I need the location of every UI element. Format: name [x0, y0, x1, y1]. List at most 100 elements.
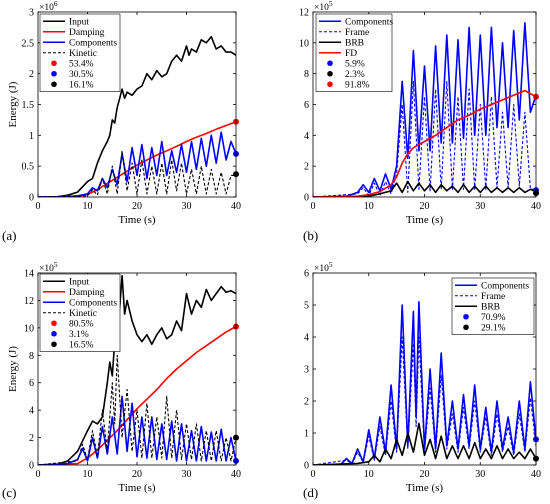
- y-exponent: ×105: [314, 260, 333, 274]
- x-tick-label: 10: [364, 469, 374, 480]
- legend-percent: 91.8%: [345, 81, 370, 91]
- legend-box: [39, 13, 121, 92]
- y-tick-label: 6: [29, 378, 34, 389]
- panel-1: 0 10 20 30 40 0 0.5 1 1.5 2 2.5 3 ×106 Time (s) Energy…: [2, 0, 241, 243]
- x-tick-label: 30: [182, 201, 192, 212]
- y-tick-label: 0: [304, 461, 309, 472]
- legend-percent: 70.9%: [481, 313, 506, 323]
- legend-entry: BRB: [345, 39, 364, 49]
- y-tick-label: 12: [24, 296, 34, 307]
- y-tick-label: 4: [304, 333, 309, 344]
- y-tick-label: 2: [29, 433, 34, 444]
- panel-label: (c): [2, 485, 16, 500]
- legend-marker: [463, 313, 469, 320]
- y-tick-label: 12: [299, 8, 309, 19]
- y-tick-label: 10: [24, 323, 34, 334]
- y-tick-label: 8: [29, 351, 34, 362]
- legend-entry: Frame: [345, 28, 369, 38]
- legend-entry: BRB: [481, 303, 500, 313]
- x-tick-label: 40: [231, 201, 241, 212]
- x-axis-label: Time (s): [118, 482, 156, 494]
- y-tick-label: 1: [29, 131, 34, 142]
- y-tick-label: 1.5: [22, 100, 35, 111]
- x-tick-label: 30: [475, 469, 485, 480]
- series-line-1: [313, 301, 536, 465]
- legend-percent: 80.5%: [69, 320, 94, 330]
- y-tick-label: 5: [304, 301, 309, 312]
- panel-label: (b): [303, 228, 318, 243]
- legend-marker: [327, 70, 333, 77]
- y-tick-label: 10: [299, 38, 309, 49]
- legend-percent: 53.4%: [69, 60, 94, 70]
- legend-entry: Components: [69, 299, 117, 309]
- panel-label: (a): [2, 228, 16, 243]
- x-tick-label: 10: [83, 469, 93, 480]
- series-line-2: [313, 336, 536, 465]
- legend-percent: 29.1%: [481, 324, 506, 334]
- y-exponent: ×106: [39, 0, 58, 13]
- series-line-3: [38, 131, 236, 197]
- series-line-3: [38, 395, 236, 465]
- series-line-4: [313, 89, 536, 197]
- legend-percent: 16.1%: [69, 81, 94, 91]
- y-exponent: ×105: [39, 260, 58, 274]
- y-tick-label: 3: [29, 8, 34, 19]
- y-tick-label: 14: [24, 269, 34, 280]
- x-tick-label: 10: [83, 201, 93, 212]
- legend-percent: 30.5%: [69, 70, 94, 80]
- y-axis-label: Energy (J): [7, 346, 19, 392]
- series-line-1: [38, 35, 236, 197]
- series-line-3: [313, 180, 536, 197]
- y-tick-label: 3: [304, 365, 309, 376]
- plot-area: [313, 301, 536, 465]
- legend-entry: Components: [481, 282, 529, 292]
- x-tick-label: 20: [420, 469, 430, 480]
- plot-area: [38, 35, 236, 197]
- y-tick-label: 6: [304, 100, 309, 111]
- y-tick-label: 0: [29, 193, 34, 204]
- x-tick-label: 30: [182, 469, 192, 480]
- x-axis-label: Time (s): [118, 214, 156, 226]
- legend-percent: 2.3%: [345, 70, 365, 80]
- y-tick-label: 0: [304, 193, 309, 204]
- panel-2: 0 10 20 30 40 0 2 4 6 8 10 12 ×105 Time (s) (b) Compone…: [299, 0, 541, 243]
- series-line-1: [313, 22, 536, 197]
- y-tick-label: 6: [304, 269, 309, 280]
- legend-marker: [51, 320, 57, 327]
- legend-entry: Kinetic: [69, 49, 97, 59]
- y-tick-label: 2.5: [22, 38, 35, 49]
- legend-entry: Components: [69, 39, 117, 49]
- legend-percent: 16.5%: [69, 341, 94, 351]
- series-line-4: [38, 354, 236, 465]
- legend-entry: Frame: [481, 292, 505, 302]
- x-tick-label: 20: [420, 201, 430, 212]
- plot-area: [38, 274, 236, 465]
- y-tick-label: 0.5: [22, 162, 35, 173]
- legend-entry: Input: [69, 18, 89, 28]
- legend-marker: [51, 81, 57, 88]
- y-tick-label: 2: [304, 162, 309, 173]
- y-exponent: ×105: [314, 0, 333, 13]
- legend-percent: 5.9%: [345, 60, 365, 70]
- series-line-3: [313, 422, 536, 465]
- y-tick-label: 2: [304, 397, 309, 408]
- legend-marker: [463, 324, 469, 331]
- x-tick-label: 0: [311, 201, 316, 212]
- legend-entry: Kinetic: [69, 309, 97, 319]
- y-axis-label: Energy (J): [7, 81, 19, 127]
- y-tick-label: 4: [304, 131, 309, 142]
- x-tick-label: 10: [364, 201, 374, 212]
- x-tick-label: 20: [132, 201, 142, 212]
- x-tick-label: 0: [311, 469, 316, 480]
- x-tick-label: 0: [36, 201, 41, 212]
- legend-percent: 3.1%: [69, 330, 89, 340]
- y-tick-label: 2: [29, 69, 34, 80]
- series-line-2: [38, 121, 236, 197]
- legend: InputDampingComponentsKinetic53.4%30.5%1…: [39, 13, 121, 92]
- legend-marker: [327, 60, 333, 67]
- legend-entry: Damping: [69, 28, 105, 38]
- legend-entry: Damping: [69, 288, 105, 298]
